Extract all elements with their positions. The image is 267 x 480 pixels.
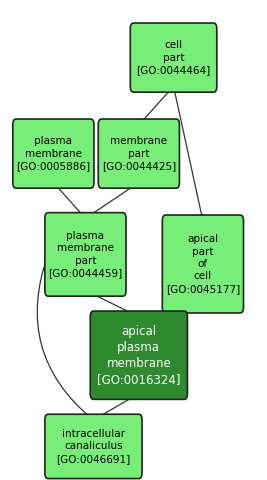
FancyBboxPatch shape xyxy=(162,215,244,313)
Text: apical
part
of
cell
[GO:0045177]: apical part of cell [GO:0045177] xyxy=(166,234,240,294)
FancyBboxPatch shape xyxy=(45,213,126,296)
FancyBboxPatch shape xyxy=(98,119,179,188)
FancyBboxPatch shape xyxy=(13,119,94,188)
Text: intracellular
canaliculus
[GO:0046691]: intracellular canaliculus [GO:0046691] xyxy=(56,429,131,464)
FancyBboxPatch shape xyxy=(90,311,187,399)
Text: apical
plasma
membrane
[GO:0016324]: apical plasma membrane [GO:0016324] xyxy=(97,324,180,386)
Text: cell
part
[GO:0044464]: cell part [GO:0044464] xyxy=(136,40,211,75)
Text: plasma
membrane
[GO:0005886]: plasma membrane [GO:0005886] xyxy=(16,136,91,171)
Text: membrane
part
[GO:0044425]: membrane part [GO:0044425] xyxy=(102,136,176,171)
FancyBboxPatch shape xyxy=(130,23,217,92)
Text: plasma
membrane
part
[GO:0044459]: plasma membrane part [GO:0044459] xyxy=(48,231,123,278)
FancyBboxPatch shape xyxy=(45,414,142,479)
